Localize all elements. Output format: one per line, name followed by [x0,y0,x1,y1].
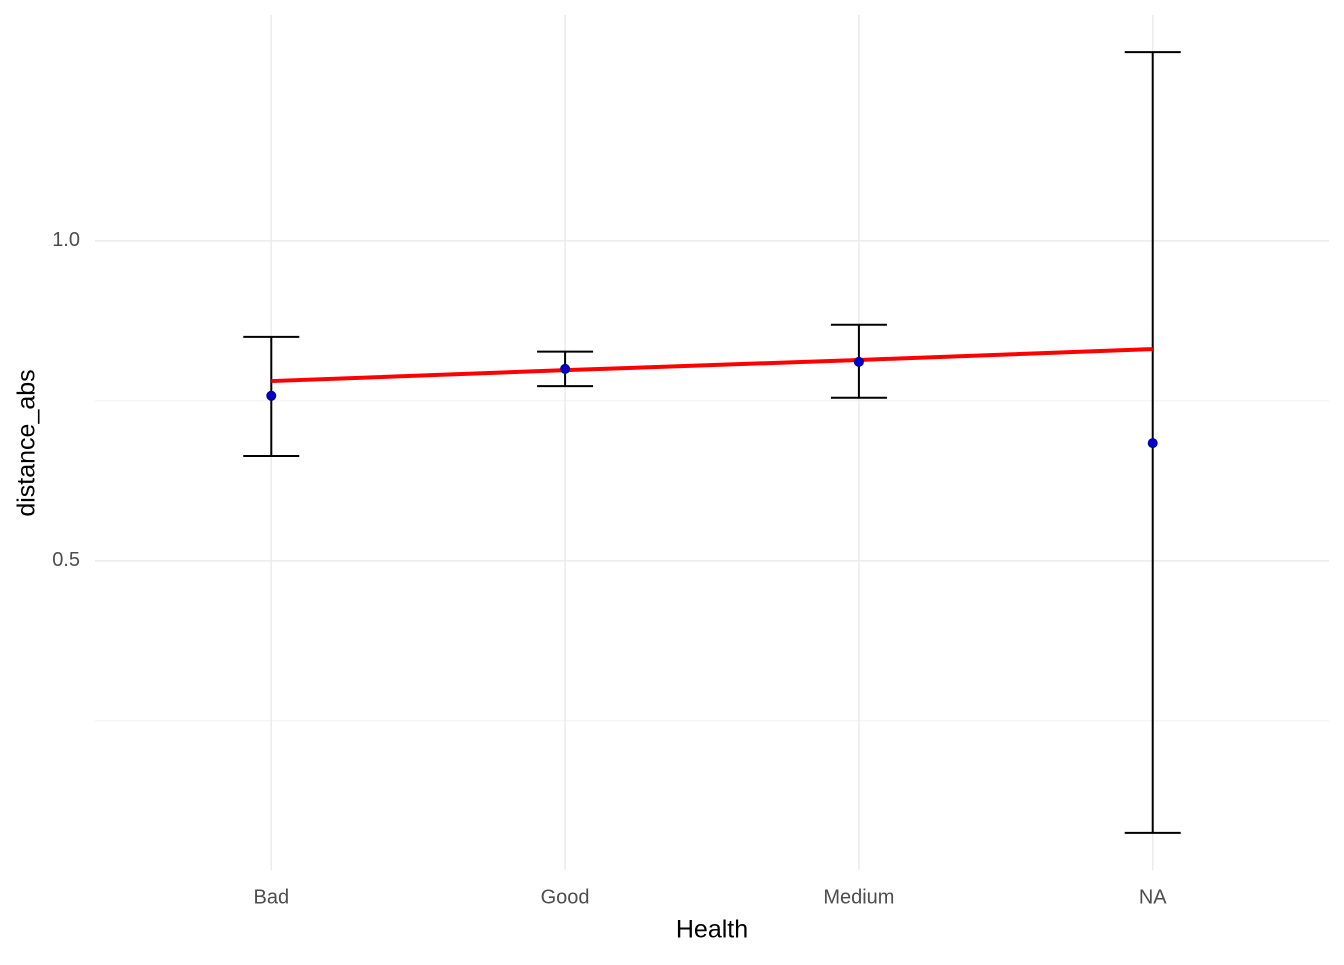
y-tick-label: 1.0 [52,229,80,251]
x-tick-label: Good [541,886,590,908]
x-tick-label: NA [1139,886,1167,908]
fit-line [271,347,1153,384]
x-tick-label: Medium [823,886,894,908]
y-tick-label: 0.5 [52,549,80,571]
y-axis-title: distance_abs [13,369,41,516]
point [266,390,277,401]
point [560,363,571,374]
point [853,356,864,367]
x-axis-title: Health [676,916,748,944]
point [1147,438,1158,449]
x-tick-label: Bad [253,886,289,908]
